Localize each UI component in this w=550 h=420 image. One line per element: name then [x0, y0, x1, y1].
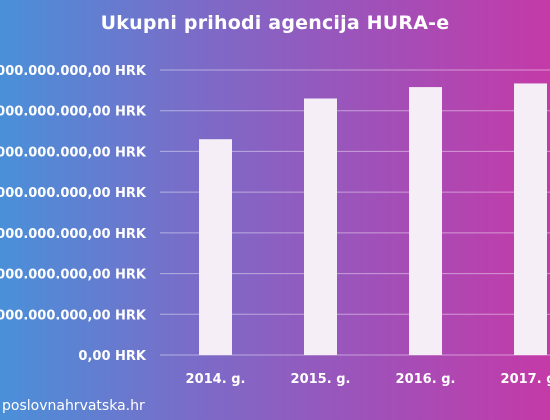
- y-tick-label: 4.000.000.000,00 HRK: [0, 186, 147, 201]
- source-note: poslovnahrvatska.hr: [2, 398, 145, 414]
- bar: [514, 83, 547, 355]
- y-tick-label: 5.000.000.000,00 HRK: [0, 145, 147, 160]
- y-tick-label: 7.000.000.000,00 HRK: [0, 64, 147, 79]
- gridlines: [160, 69, 550, 356]
- y-tick-label: 2.000.000.000,00 HRK: [0, 268, 147, 283]
- y-tick-label: 3.000.000.000,00 HRK: [0, 227, 147, 242]
- bar: [409, 87, 442, 355]
- x-axis-categories: 2014. g. 2015. g. 2016. g. 2017. g.: [186, 372, 550, 387]
- x-category-label: 2017. g.: [501, 372, 550, 387]
- y-tick-label: 0,00 HRK: [78, 349, 146, 364]
- bars: [199, 83, 547, 355]
- x-category-label: 2015. g.: [291, 372, 351, 387]
- y-tick-label: 6.000.000.000,00 HRK: [0, 105, 147, 120]
- x-category-label: 2016. g.: [396, 372, 456, 387]
- bar: [199, 139, 232, 355]
- y-tick-label: 1.000.000.000,00 HRK: [0, 308, 147, 323]
- y-axis-ticks: 0,00 HRK 1.000.000.000,00 HRK 2.000.000.00…: [0, 64, 147, 364]
- chart-title: Ukupni prihodi agencija HURA-e: [100, 12, 450, 34]
- x-category-label: 2014. g.: [186, 372, 246, 387]
- bar: [304, 98, 337, 355]
